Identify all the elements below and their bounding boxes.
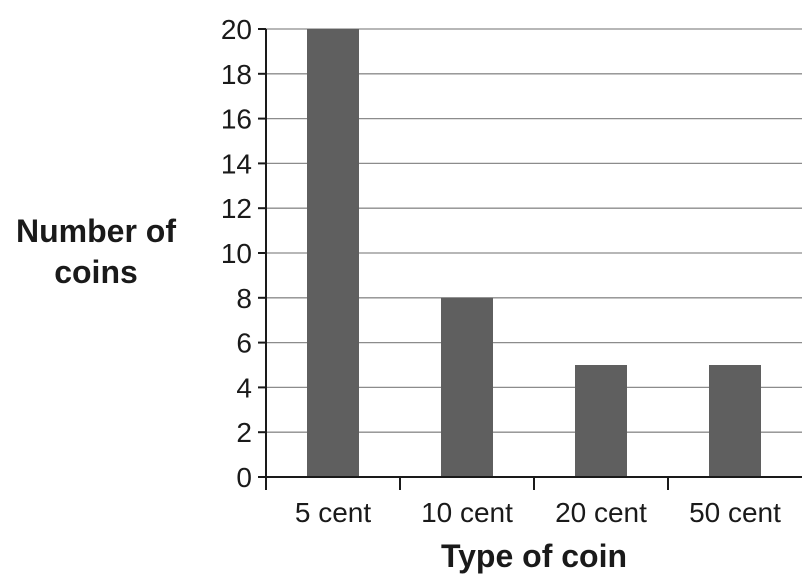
y-tick-label: 10 xyxy=(221,238,252,269)
y-axis-title-line-2: coins xyxy=(54,254,138,290)
x-tick-label: 50 cent xyxy=(689,497,781,528)
bars xyxy=(307,29,761,477)
y-tick-labels: 0 2 4 6 8 10 12 14 16 18 20 xyxy=(221,14,252,493)
bar-20-cent xyxy=(575,365,627,477)
y-tick-label: 8 xyxy=(236,283,252,314)
y-tick-label: 16 xyxy=(221,104,252,135)
axes xyxy=(258,28,802,490)
y-tick-label: 20 xyxy=(221,14,252,45)
y-tick-label: 12 xyxy=(221,193,252,224)
x-tick-labels: 5 cent 10 cent 20 cent 50 cent xyxy=(295,497,781,528)
x-tick-label: 5 cent xyxy=(295,497,371,528)
bar-50-cent xyxy=(709,365,761,477)
bar-10-cent xyxy=(441,297,493,477)
bar-5-cent xyxy=(307,29,359,477)
y-tick-label: 6 xyxy=(236,328,252,359)
y-tick-label: 2 xyxy=(236,417,252,448)
y-tick-label: 4 xyxy=(236,372,252,403)
x-axis-title: Type of coin xyxy=(441,538,627,574)
y-axis-title-line-1: Number of xyxy=(16,213,176,249)
x-tick-label: 10 cent xyxy=(421,497,513,528)
y-tick-label: 14 xyxy=(221,148,252,179)
x-tick-label: 20 cent xyxy=(555,497,647,528)
y-tick-label: 0 xyxy=(236,462,252,493)
y-tick-label: 18 xyxy=(221,59,252,90)
